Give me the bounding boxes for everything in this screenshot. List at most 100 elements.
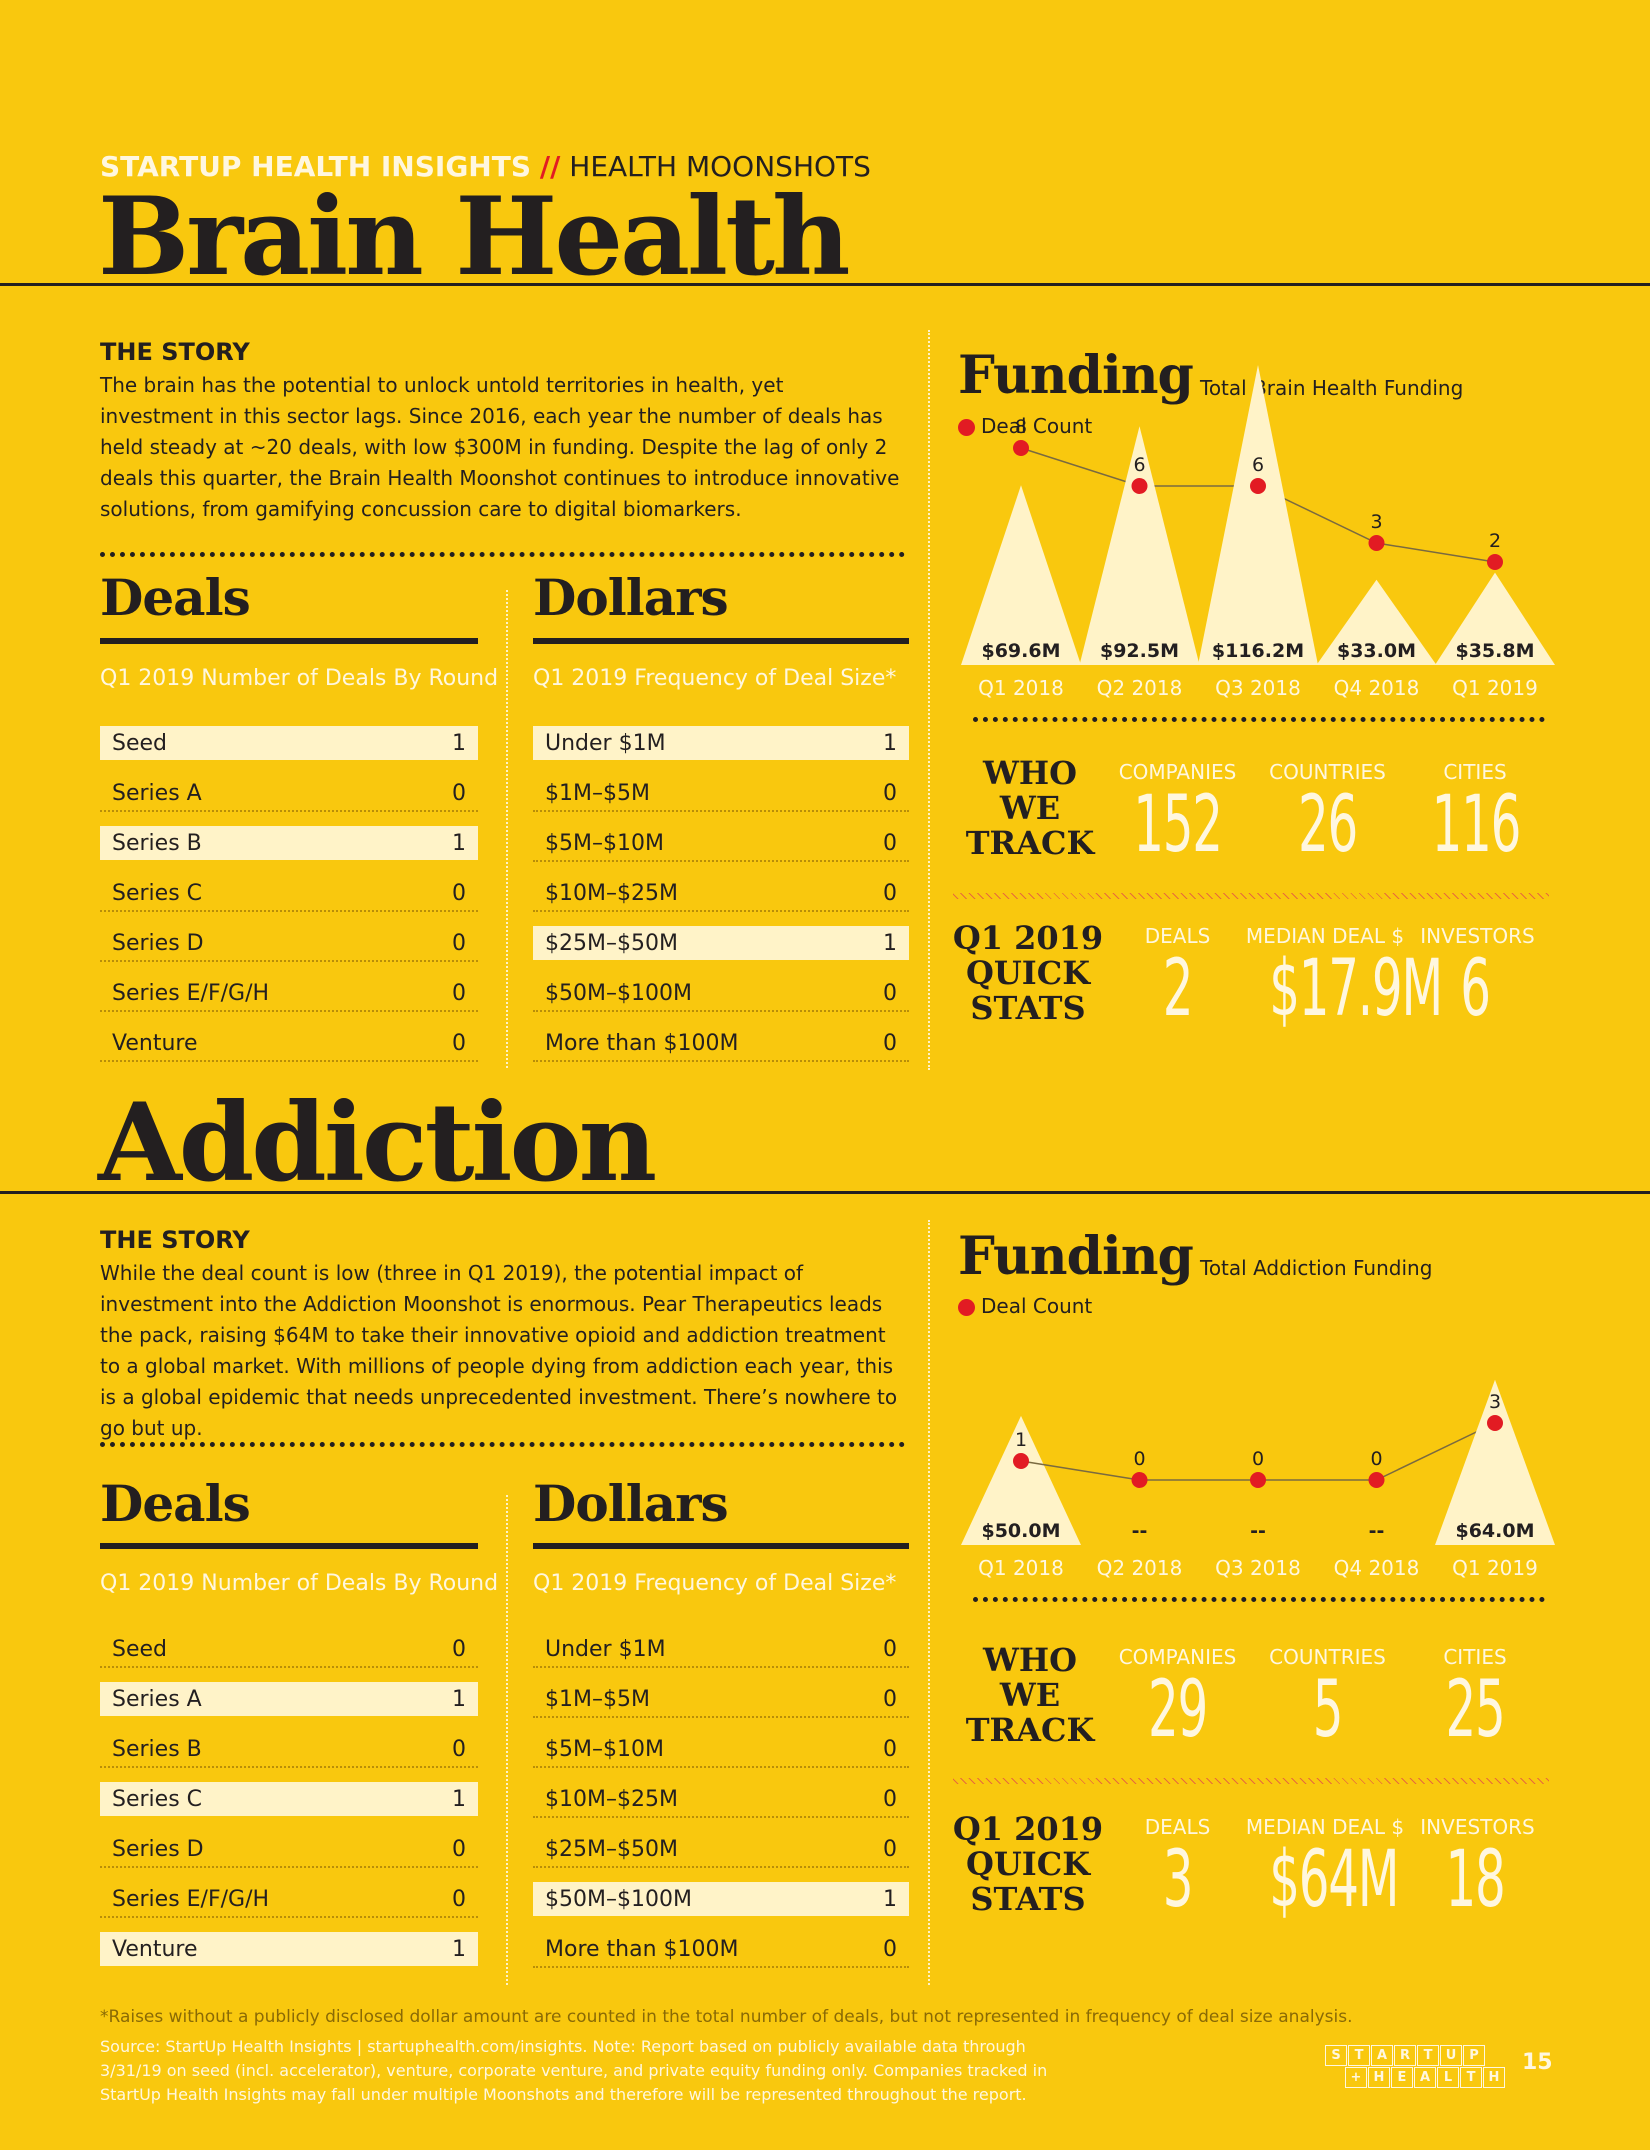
quarter-tick-label: Q1 2019 <box>1452 1556 1538 1580</box>
deal-size-label: $50M–$100M <box>545 980 692 1006</box>
addiction-deals-title: Deals <box>100 1474 251 1533</box>
deal-count-point <box>1487 554 1503 570</box>
quarter-tick-label: Q4 2018 <box>1334 1556 1420 1580</box>
deal-size-value: 0 <box>883 830 897 856</box>
addiction-deals-rule <box>100 1543 478 1549</box>
brain-median-value: $17.9M <box>1269 944 1443 1034</box>
deal-size-value: 0 <box>883 1836 897 1862</box>
deal-round-label: Seed <box>112 1636 167 1662</box>
addiction-countries-label: COUNTRIES <box>1269 1645 1386 1669</box>
addiction-deals-label: DEALS <box>1144 1815 1211 1839</box>
deal-round-label: Seed <box>112 730 167 756</box>
addiction-right-divider <box>928 1220 930 1985</box>
deal-round-value: 0 <box>452 1030 466 1056</box>
footnote: *Raises without a publicly disclosed dol… <box>100 2007 1353 2027</box>
deal-size-value: 0 <box>883 780 897 806</box>
quarter-tick-label: Q4 2018 <box>1334 676 1420 700</box>
funding-value-label: $64.0M <box>1455 1520 1534 1542</box>
deal-size-row: $5M–$10M 0 <box>533 826 909 862</box>
deal-size-row: $1M–$5M 0 <box>533 1682 909 1718</box>
deal-size-label: $50M–$100M <box>545 1886 692 1912</box>
deal-size-row: $1M–$5M 0 <box>533 776 909 812</box>
brain-deals-rule <box>100 638 478 644</box>
deal-round-row: Series E/F/G/H 0 <box>100 976 478 1012</box>
deal-round-row: Series E/F/G/H 0 <box>100 1882 478 1918</box>
deal-size-row: Under $1M 1 <box>533 726 909 760</box>
quarter-tick-label: Q2 2018 <box>1097 676 1183 700</box>
deal-size-value: 0 <box>883 1936 897 1962</box>
logo-letter: S <box>1325 2045 1347 2066</box>
deal-size-value: 0 <box>883 1786 897 1812</box>
page-number: 15 <box>1522 2050 1553 2075</box>
deal-count-point <box>1250 1472 1266 1488</box>
deal-round-label: Series B <box>112 1736 202 1762</box>
brain-countries-label: COUNTRIES <box>1269 760 1386 784</box>
track-head-line: WHO <box>982 754 1078 792</box>
kicker-separator: // <box>539 150 561 183</box>
deal-count-point <box>1368 1472 1385 1488</box>
deal-round-label: Series A <box>112 780 202 806</box>
brain-stats-divider <box>953 893 1549 899</box>
deal-count-label: 6 <box>1252 454 1264 476</box>
deal-round-value: 0 <box>452 930 466 956</box>
deal-size-value: 0 <box>883 1686 897 1712</box>
logo-letter: T <box>1460 2067 1482 2088</box>
funding-value-label: $69.6M <box>981 640 1060 662</box>
deal-size-value: 0 <box>883 1636 897 1662</box>
funding-value-label: $116.2M <box>1212 640 1304 662</box>
source-note: Source: StartUp Health Insights | startu… <box>100 2035 1120 2107</box>
addiction-companies-value: 29 <box>1147 1665 1208 1755</box>
addiction-story-text: While the deal count is low (three in Q1… <box>100 1261 898 1440</box>
addiction-track-heading: WHO WE TRACK <box>955 1643 1105 1748</box>
track-head-line: WE <box>999 1676 1061 1714</box>
logo-letter: L <box>1437 2067 1459 2088</box>
addiction-dollars-title: Dollars <box>533 1474 729 1533</box>
deal-size-value: 0 <box>883 1030 897 1056</box>
funding-value-label: $35.8M <box>1455 640 1534 662</box>
quick-head-line: Q1 2019 <box>952 919 1104 957</box>
addiction-column-divider <box>506 1495 508 1985</box>
brain-legend: Deal Count <box>958 414 1092 438</box>
funding-triangle <box>1079 426 1200 665</box>
deal-round-value: 0 <box>452 1836 466 1862</box>
deal-count-label: 0 <box>1370 1448 1382 1470</box>
deal-size-value: 1 <box>883 730 897 756</box>
deal-round-row: Series C 1 <box>100 1782 478 1816</box>
source-line: Source: StartUp Health Insights | startu… <box>100 2037 1026 2056</box>
deal-round-value: 1 <box>452 730 466 756</box>
deal-round-value: 0 <box>452 1636 466 1662</box>
brain-companies-value: 152 <box>1133 780 1223 870</box>
deal-count-label: 0 <box>1252 1448 1264 1470</box>
quick-head-line: QUICK <box>965 1845 1091 1883</box>
quarter-tick-label: Q3 2018 <box>1215 676 1301 700</box>
funding-triangle <box>1198 365 1318 665</box>
brain-deals-value: 2 <box>1162 944 1194 1034</box>
deal-count-point <box>1013 1453 1029 1469</box>
deal-round-label: Series D <box>112 1836 204 1862</box>
deal-round-label: Venture <box>112 1030 198 1056</box>
deal-round-value: 1 <box>452 1686 466 1712</box>
logo-letter: R <box>1394 2045 1416 2066</box>
logo-letter: + <box>1345 2067 1367 2088</box>
funding-triangle <box>1435 572 1555 665</box>
deal-count-label: 2 <box>1489 530 1501 552</box>
brain-funding-subtitle: Total Brain Health Funding <box>1200 376 1464 400</box>
addiction-dollars-subtitle: Q1 2019 Frequency of Deal Size* <box>533 1571 897 1596</box>
logo-letter: A <box>1371 2045 1393 2066</box>
funding-value-label: -- <box>1250 1520 1266 1542</box>
quick-head-line: STATS <box>970 1880 1086 1918</box>
deal-round-row: Series D 0 <box>100 926 478 962</box>
addiction-legend: Deal Count <box>958 1294 1092 1318</box>
deal-size-row: $50M–$100M 0 <box>533 976 909 1012</box>
brain-companies-label: COMPANIES <box>1118 760 1237 784</box>
header-kicker: STARTUP HEALTH INSIGHTS // HEALTH MOONSH… <box>100 150 871 183</box>
addiction-funding-title: Funding <box>958 1226 1194 1287</box>
brain-deals-subtitle: Q1 2019 Number of Deals By Round <box>100 666 499 691</box>
deal-size-label: $5M–$10M <box>545 830 664 856</box>
deal-round-row: Series B 0 <box>100 1732 478 1768</box>
deal-size-label: Under $1M <box>545 1636 666 1662</box>
track-head-line: TRACK <box>965 1711 1095 1749</box>
funding-triangle <box>1316 579 1437 665</box>
deal-size-label: Under $1M <box>545 730 666 756</box>
addiction-funding-subtitle: Total Addiction Funding <box>1200 1256 1433 1280</box>
